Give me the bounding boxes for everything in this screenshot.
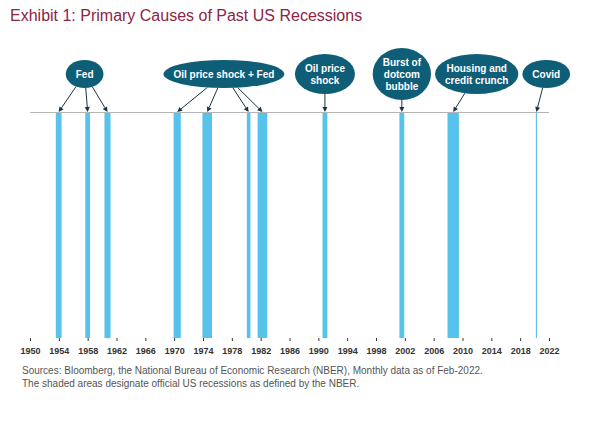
svg-text:Burst ofdotcombubble: Burst ofdotcombubble	[383, 57, 422, 92]
svg-text:2022: 2022	[539, 346, 559, 356]
svg-text:Oil price shock + Fed: Oil price shock + Fed	[173, 69, 274, 80]
svg-text:2006: 2006	[424, 346, 444, 356]
svg-text:1970: 1970	[165, 346, 185, 356]
svg-text:2018: 2018	[511, 346, 531, 356]
svg-text:Housing andcredit crunch: Housing andcredit crunch	[445, 63, 508, 86]
svg-text:1954: 1954	[49, 346, 69, 356]
html-text:Sources: Bloomberg, the Nation: Sources: Bloomberg, the National Bureau …	[22, 365, 483, 376]
svg-text:1950: 1950	[20, 346, 40, 356]
html-text:The shaded areas designate off: The shaded areas designate official US r…	[22, 378, 360, 389]
svg-text:1966: 1966	[136, 346, 156, 356]
svg-text:1990: 1990	[309, 346, 329, 356]
html-text:Exhibit 1: Primary Causes of P: Exhibit 1: Primary Causes of Past US Rec…	[10, 7, 363, 24]
svg-text:Oil priceshock: Oil priceshock	[305, 63, 345, 86]
svg-text:1998: 1998	[366, 346, 386, 356]
svg-text:2014: 2014	[482, 346, 502, 356]
svg-text:Fed: Fed	[76, 69, 94, 80]
svg-text:1962: 1962	[107, 346, 127, 356]
svg-text:2010: 2010	[453, 346, 473, 356]
svg-text:1982: 1982	[251, 346, 271, 356]
svg-text:1978: 1978	[222, 346, 242, 356]
svg-text:Covid: Covid	[532, 69, 560, 80]
svg-text:1958: 1958	[78, 346, 98, 356]
svg-text:1994: 1994	[338, 346, 358, 356]
svg-text:1986: 1986	[280, 346, 300, 356]
svg-text:1974: 1974	[193, 346, 213, 356]
svg-text:2002: 2002	[395, 346, 415, 356]
